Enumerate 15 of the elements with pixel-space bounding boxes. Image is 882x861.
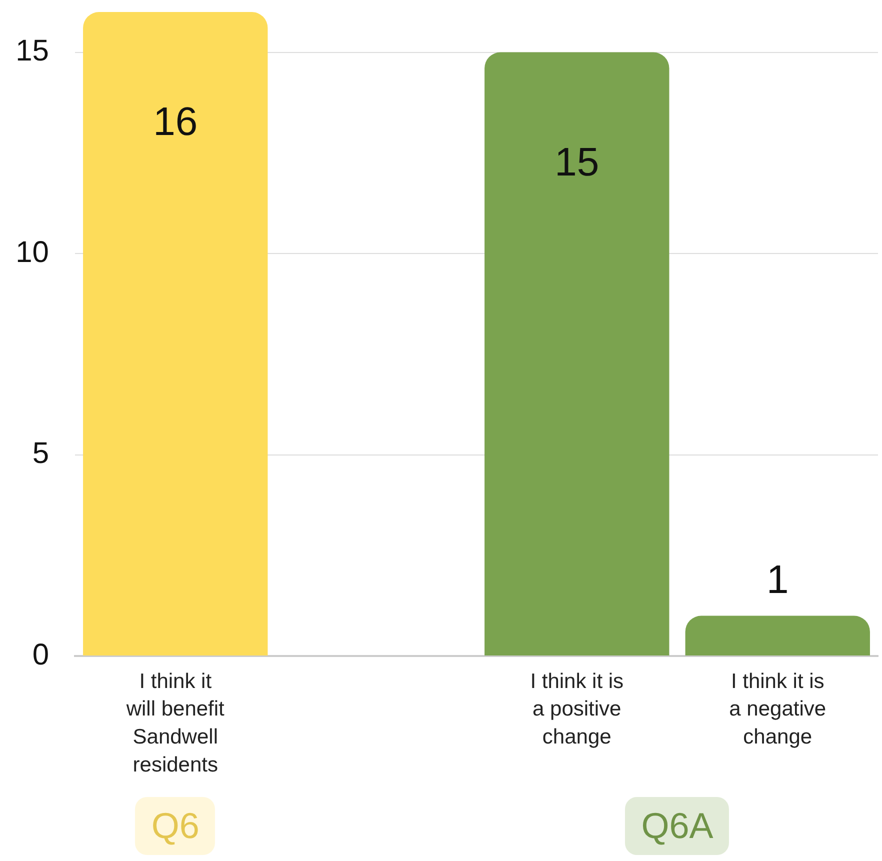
text: Q6A: [625, 797, 730, 855]
data-label: 1: [766, 558, 789, 602]
y-tick-label: 10: [16, 236, 49, 269]
y-tick-label: 0: [32, 638, 49, 672]
data-label: 15: [554, 140, 600, 184]
text: Q6: [135, 797, 216, 855]
bar: [685, 616, 870, 656]
y-tick-label: 15: [16, 34, 49, 68]
x-tick-label: I think it is a negative change: [729, 670, 826, 749]
x-tick-label: I think it will benefit Sandwell residents: [125, 670, 225, 777]
data-label: 16: [153, 100, 198, 144]
y-tick-label: 5: [32, 437, 49, 470]
x-tick-label: I think it is a positive change: [530, 670, 624, 749]
bar: [83, 12, 268, 656]
bar: [484, 52, 670, 656]
